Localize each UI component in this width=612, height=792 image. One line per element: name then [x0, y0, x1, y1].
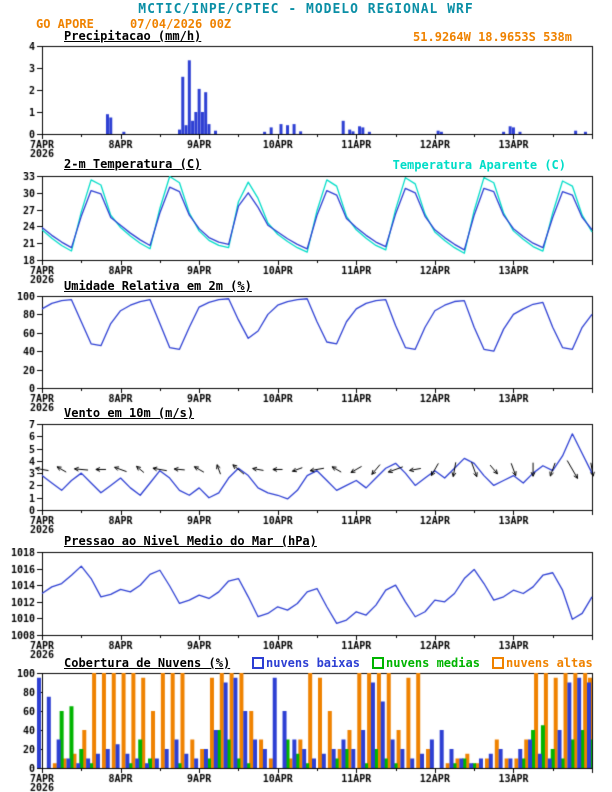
legend-nuvens-altas: nuvens altas — [492, 656, 593, 670]
humidity-title: Umidade Relativa em 2m (%) — [64, 279, 252, 293]
wind-title: Vento em 10m (m/s) — [64, 406, 195, 420]
nuvens-medias-swatch-icon — [372, 657, 384, 669]
station-name: GO APORE — [36, 17, 94, 31]
temperature-title: 2-m Temperatura (C) — [64, 157, 202, 171]
apparent-temperature-legend: Temperatura Aparente (C) — [392, 158, 566, 172]
precipitation-title: Precipitacao (mm/h) — [64, 29, 202, 43]
humidity-chart — [0, 292, 612, 412]
cloud-cover-chart — [0, 669, 612, 792]
legend-nuvens-baixas: nuvens baixas — [252, 656, 360, 670]
cloud-cover-title: Cobertura de Nuvens (%) — [64, 656, 231, 670]
wind-chart — [0, 420, 612, 534]
pressure-chart — [0, 548, 612, 659]
run-datetime: 07/04/2026 00Z — [130, 17, 232, 31]
precipitation-chart — [0, 42, 612, 158]
page-title: MCTIC/INPE/CPTEC - MODELO REGIONAL WRF — [138, 2, 474, 17]
station-coordinates: 51.9264W 18.9653S 538m — [413, 30, 572, 44]
legend-nuvens-medias: nuvens medias — [372, 656, 480, 670]
nuvens-altas-swatch-icon — [492, 657, 504, 669]
temperature-chart — [0, 172, 612, 284]
nuvens-baixas-swatch-icon — [252, 657, 264, 669]
pressure-title: Pressao ao Nivel Medio do Mar (hPa) — [64, 534, 317, 548]
